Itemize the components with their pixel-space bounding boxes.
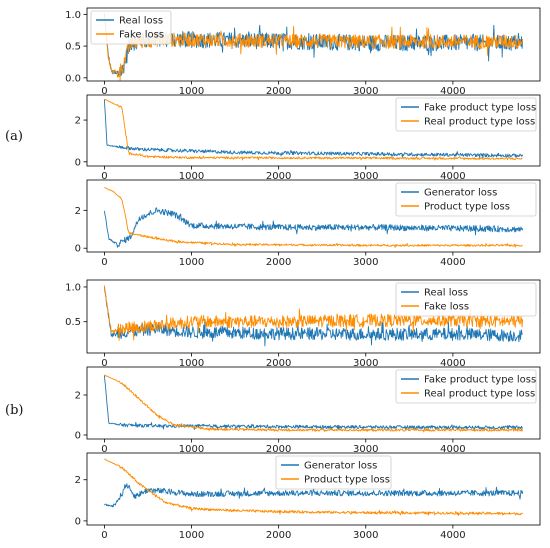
series-line-b2-2 (104, 374, 524, 433)
legend-box (395, 282, 537, 317)
axes-frame (86, 179, 541, 253)
legend-box (395, 369, 537, 404)
y-tick-label: 0.5 (65, 42, 81, 53)
series-line-a2-1 (103, 99, 524, 160)
y-tick-label: 1.0 (65, 10, 81, 21)
x-tick-label: 2000 (266, 358, 291, 369)
x-tick-label: 3000 (353, 444, 378, 455)
series-line-a1-2 (103, 15, 524, 81)
y-tick-label: 2 (75, 116, 81, 127)
x-tick-label: 0 (101, 86, 107, 97)
y-tick-label: 1.0 (65, 282, 81, 293)
axes-frame (86, 366, 541, 440)
legend-box (395, 97, 537, 132)
y-tick-label: 0 (75, 431, 81, 442)
series-line-b1-1 (103, 286, 523, 347)
panel-label-b: (b) (5, 403, 23, 418)
series-line-a2-2 (104, 98, 523, 161)
x-tick-label: 4000 (440, 86, 465, 97)
legend-entry: Real loss (424, 288, 468, 299)
legend: Real loss Fake loss (90, 10, 172, 45)
x-tick-label: 4000 (440, 171, 465, 182)
x-tick-label: 0 (101, 444, 107, 455)
legend-entry: Fake loss (119, 30, 164, 41)
panel-label-a: (a) (5, 129, 23, 144)
x-tick-label: 1000 (179, 530, 204, 541)
axes-frame (86, 94, 541, 167)
legend-entry: Real loss (119, 16, 163, 27)
legend-entry: Fake loss (424, 302, 469, 313)
series-line-a3-1 (103, 207, 524, 248)
series-line-b3-2 (104, 458, 523, 516)
axes-frame (86, 279, 541, 354)
x-tick-label: 2000 (266, 444, 291, 455)
legend-entry: Real product type loss (424, 117, 535, 128)
x-tick-label: 4000 (440, 257, 465, 268)
legend-entry: Generator loss (304, 461, 377, 472)
x-tick-label: 2000 (266, 257, 291, 268)
series-line-b1-2 (103, 285, 524, 341)
x-tick-label: 1000 (179, 257, 204, 268)
y-tick-label: 2 (75, 391, 81, 402)
y-tick-label: 2 (75, 475, 81, 486)
y-tick-label: 0.0 (65, 73, 81, 84)
x-tick-label: 3000 (353, 358, 378, 369)
chart-panel-b3: 0 1000 2000 3000 4000 0 2 Generator loss Product… (75, 452, 541, 541)
x-tick-label: 4000 (440, 358, 465, 369)
x-tick-label: 3000 (353, 86, 378, 97)
x-tick-label: 4000 (440, 444, 465, 455)
x-tick-label: 3000 (353, 257, 378, 268)
legend-box (275, 455, 392, 490)
x-tick-label: 1000 (179, 86, 204, 97)
x-tick-label: 4000 (440, 530, 465, 541)
axes-frame (86, 452, 541, 526)
y-tick-label: 0.5 (65, 317, 81, 328)
x-tick-label: 1000 (179, 171, 204, 182)
chart-panel-b2: 0 1000 2000 3000 4000 0 2 Fake product type los… (75, 366, 541, 455)
legend: Generator loss Product type loss (275, 455, 392, 490)
legend-box (395, 182, 537, 217)
legend: Generator loss Product type loss (395, 182, 537, 217)
chart-panel-a1: 0 1000 2000 3000 4000 0.0 0.5 1.0 Real loss Fake … (65, 7, 541, 97)
x-tick-label: 3000 (353, 171, 378, 182)
legend: Fake product type loss Real product type … (395, 369, 537, 404)
legend-entry: Generator loss (424, 188, 497, 199)
y-tick-label: 0 (75, 516, 81, 527)
x-tick-label: 2000 (266, 530, 291, 541)
axes-frame (86, 7, 541, 82)
y-tick-label: 0 (75, 157, 81, 168)
legend-entry: Fake product type loss (424, 375, 536, 386)
x-tick-label: 1000 (179, 444, 204, 455)
x-tick-label: 1000 (179, 358, 204, 369)
x-tick-label: 0 (101, 358, 107, 369)
chart-panel-a2: 0 1000 2000 3000 4000 0 2 Fake product type los… (75, 94, 541, 182)
series-line-a3-2 (104, 187, 523, 248)
x-tick-label: 2000 (266, 86, 291, 97)
legend-entry: Fake product type loss (424, 103, 536, 114)
x-tick-label: 0 (101, 171, 107, 182)
y-tick-label: 2 (75, 206, 81, 217)
legend-entry: Product type loss (304, 475, 390, 486)
legend-entry: Real product type loss (424, 389, 535, 400)
x-tick-label: 0 (101, 257, 107, 268)
legend: Fake product type loss Real product type … (395, 97, 537, 132)
x-tick-label: 3000 (353, 530, 378, 541)
legend-entry: Product type loss (424, 202, 510, 213)
x-tick-label: 2000 (266, 171, 291, 182)
chart-panel-a3: 0 1000 2000 3000 4000 0 2 Generator loss Product… (75, 179, 541, 268)
chart-panel-b1: 0 1000 2000 3000 4000 0.5 1.0 Real loss Fake los… (65, 279, 541, 369)
y-tick-label: 0 (75, 244, 81, 255)
x-tick-label: 0 (101, 530, 107, 541)
legend: Real loss Fake loss (395, 282, 537, 317)
